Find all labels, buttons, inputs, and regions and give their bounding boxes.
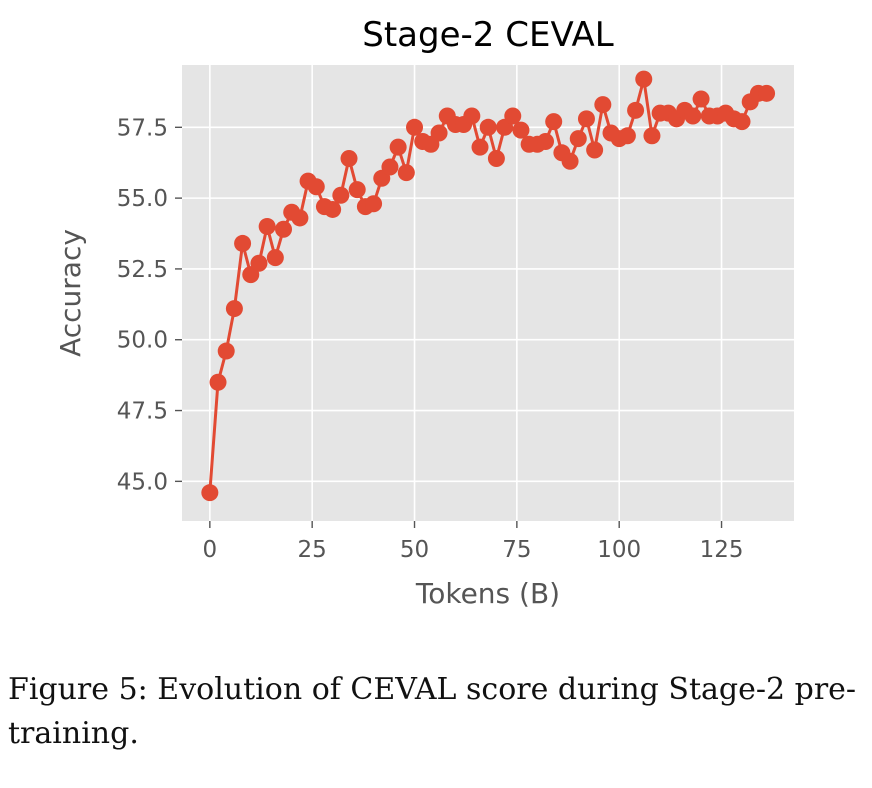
data-point	[561, 152, 579, 170]
chart-title: Stage-2 CEVAL	[362, 15, 614, 55]
data-point	[504, 107, 522, 125]
data-point	[479, 118, 497, 136]
data-point	[430, 124, 448, 142]
data-point	[512, 121, 530, 139]
x-tick-label: 25	[298, 537, 327, 563]
data-point	[324, 200, 342, 218]
data-point	[635, 70, 653, 88]
data-point	[209, 373, 227, 391]
data-point	[266, 249, 284, 267]
x-tick-label: 125	[700, 537, 744, 563]
data-point	[307, 178, 325, 196]
y-tick-label: 45.0	[117, 469, 168, 495]
data-point	[463, 107, 481, 125]
x-tick-label: 50	[400, 537, 429, 563]
data-point	[545, 113, 563, 131]
data-point	[471, 138, 489, 156]
x-tick-label: 0	[203, 537, 218, 563]
x-tick-label: 75	[502, 537, 531, 563]
series-accuracy	[201, 70, 776, 502]
data-point	[627, 101, 645, 119]
data-point	[217, 342, 235, 360]
data-point	[487, 149, 505, 167]
x-axis-label: Tokens (B)	[415, 577, 560, 610]
data-point	[643, 127, 661, 145]
y-tick-label: 57.5	[117, 115, 168, 141]
data-point	[406, 118, 424, 136]
data-point	[684, 107, 702, 125]
data-point	[537, 132, 555, 150]
data-point	[275, 220, 293, 238]
data-point	[733, 113, 751, 131]
data-point	[577, 110, 595, 128]
y-tick-label: 52.5	[117, 257, 168, 283]
data-point	[291, 209, 309, 227]
data-point	[340, 149, 358, 167]
y-tick-label: 55.0	[117, 186, 168, 212]
chart-svg: 0 25 50 75 100 125 45.0 47.5 50.0 52.5 55.0 57.5 St…	[54, 15, 794, 610]
chart-figure: 0 25 50 75 100 125 45.0 47.5 50.0 52.5 55.0 57.5 St…	[54, 15, 794, 610]
y-tick-label: 50.0	[117, 328, 168, 354]
data-point	[692, 90, 710, 108]
data-point	[201, 484, 219, 502]
plot-background	[182, 65, 794, 521]
x-tick-label: 100	[597, 537, 641, 563]
data-point	[569, 130, 587, 148]
data-point	[594, 96, 612, 114]
data-point	[332, 186, 350, 204]
data-point	[397, 164, 415, 182]
y-axis-label: Accuracy	[54, 229, 87, 357]
data-point	[234, 234, 252, 252]
axis-ticks: 0 25 50 75 100 125 45.0 47.5 50.0 52.5 55.0 57.5	[117, 115, 744, 563]
data-point	[258, 217, 276, 235]
figure-caption: Figure 5: Evolution of CEVAL score durin…	[8, 672, 857, 751]
data-point	[586, 141, 604, 159]
data-point	[758, 84, 776, 102]
data-point	[348, 181, 366, 199]
data-point	[225, 300, 243, 318]
data-point	[250, 254, 268, 272]
data-point	[381, 158, 399, 176]
y-tick-label: 47.5	[117, 399, 168, 425]
data-point	[365, 195, 383, 213]
data-point	[618, 127, 636, 145]
data-point	[389, 138, 407, 156]
